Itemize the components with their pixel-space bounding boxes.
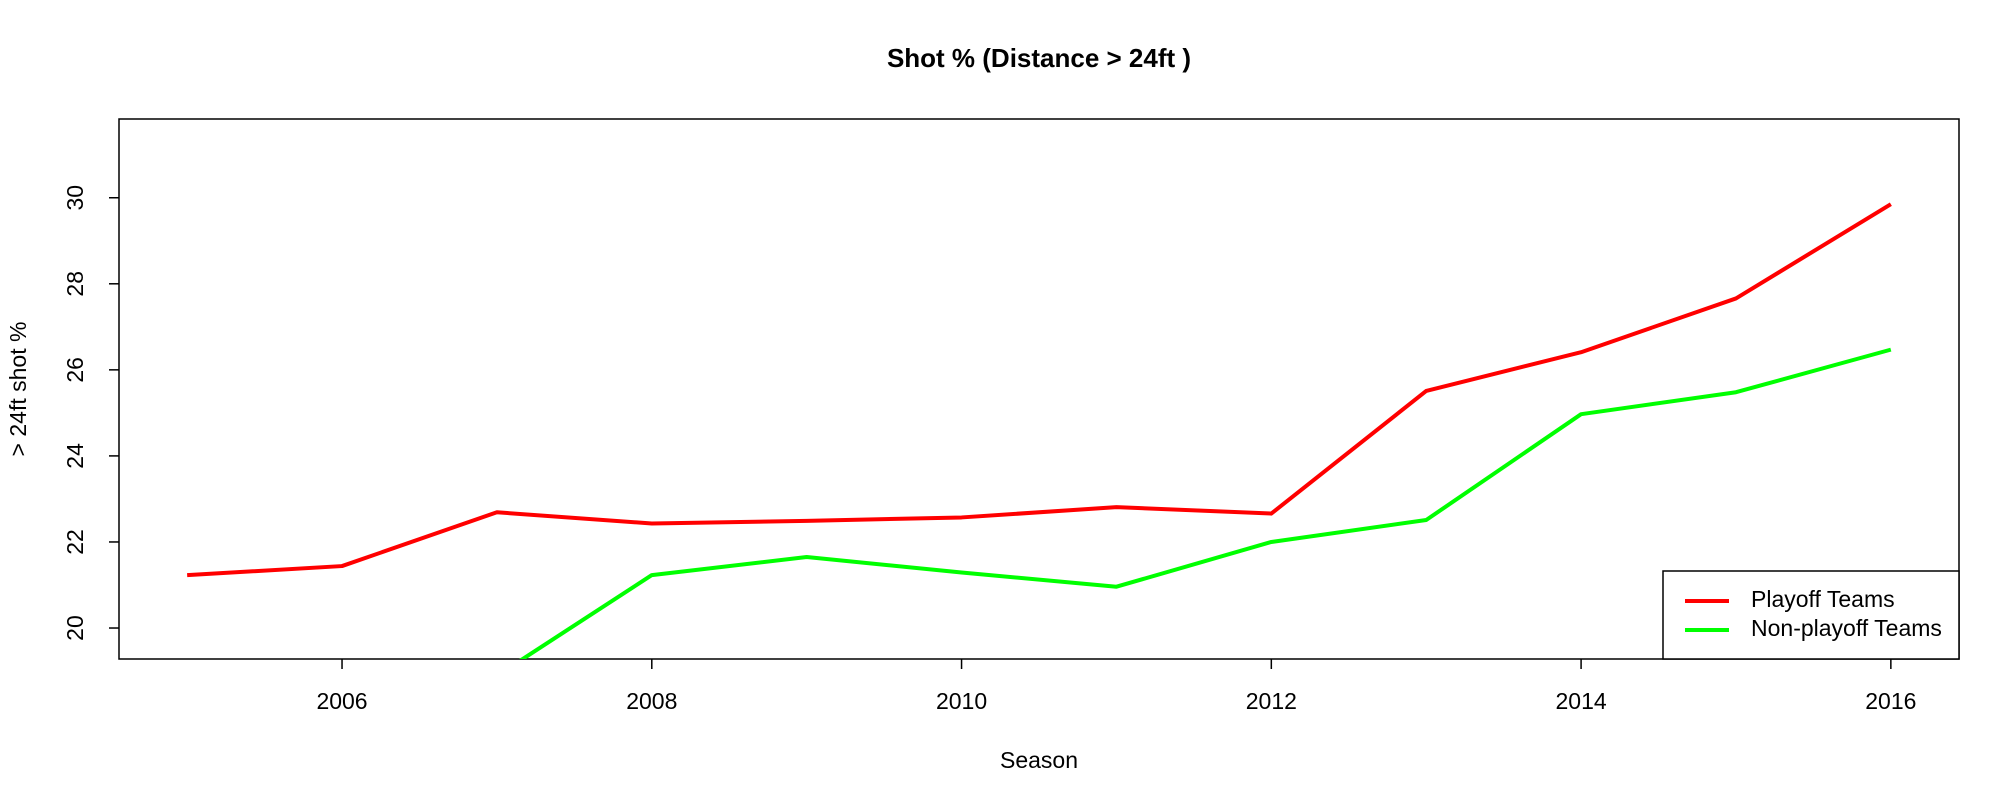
y-tick-label: 20 xyxy=(62,615,88,641)
plot-area xyxy=(187,202,1892,659)
y-tick-label: 26 xyxy=(62,357,88,383)
x-tick-label: 2006 xyxy=(316,688,367,714)
x-tick-label: 2014 xyxy=(1556,688,1607,714)
x-tick-label: 2008 xyxy=(626,688,677,714)
y-tick-label: 30 xyxy=(62,185,88,211)
legend-label: Non-playoff Teams xyxy=(1751,615,1942,641)
line-series xyxy=(187,202,1892,578)
x-tick-label: 2016 xyxy=(1865,688,1916,714)
legend-label: Playoff Teams xyxy=(1751,586,1895,612)
y-tick-label: 22 xyxy=(62,529,88,555)
plot-frame xyxy=(118,118,1960,660)
chart-title: Shot % (Distance > 24ft ) xyxy=(887,43,1191,73)
y-axis-label: > 24ft shot % xyxy=(5,322,31,457)
x-tick-label: 2010 xyxy=(936,688,987,714)
line-series xyxy=(519,347,1892,659)
x-axis-label: Season xyxy=(1000,747,1078,773)
y-tick-label: 28 xyxy=(62,271,88,297)
x-tick-label: 2012 xyxy=(1246,688,1297,714)
y-tick-label: 24 xyxy=(62,443,88,469)
legend-box xyxy=(1662,570,1960,660)
